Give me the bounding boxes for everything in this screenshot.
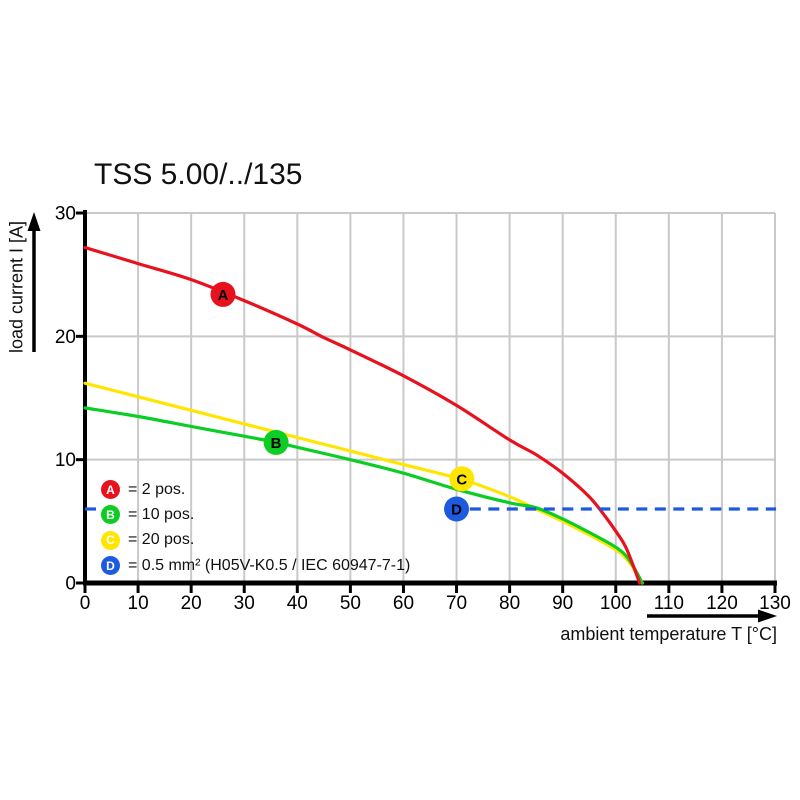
curve-marker-c-letter: C bbox=[456, 471, 467, 488]
legend-label-a: = 2 pos. bbox=[128, 480, 186, 498]
x-tick-label: 30 bbox=[234, 593, 255, 614]
legend-marker-a-letter: A bbox=[106, 482, 115, 497]
curve-marker-a-icon bbox=[210, 281, 236, 307]
legend-marker-b-letter: B bbox=[106, 507, 115, 522]
legend-marker-c-letter: C bbox=[106, 533, 115, 548]
x-tick-label: 60 bbox=[393, 593, 414, 614]
legend-label-d: = 0.5 mm² (H05V-K0.5 / IEC 60947-7-1) bbox=[128, 556, 411, 574]
x-tick-label: 100 bbox=[600, 593, 632, 614]
legend-marker-a-icon: A bbox=[101, 480, 120, 500]
x-tick-label: 110 bbox=[654, 593, 684, 614]
y-tick-label: 30 bbox=[55, 204, 76, 225]
legend-marker-d-icon: D bbox=[101, 556, 120, 576]
curve-marker-d-icon bbox=[444, 496, 470, 522]
x-tick-label: 130 bbox=[759, 593, 791, 614]
y-axis-arrowhead-icon bbox=[27, 212, 41, 231]
legend-item-d: D = 0.5 mm² (H05V-K0.5 / IEC 60947-7-1) bbox=[101, 553, 410, 578]
legend: A = 2 pos. B = 10 pos. C = 20 pos. D = 0… bbox=[101, 477, 410, 578]
x-tick-label: 10 bbox=[128, 593, 149, 614]
x-tick-label: 120 bbox=[706, 593, 738, 614]
legend-marker-b-icon: B bbox=[101, 505, 120, 525]
legend-label-b: = 10 pos. bbox=[128, 505, 195, 523]
legend-item-a: A = 2 pos. bbox=[101, 477, 410, 502]
legend-marker-d-letter: D bbox=[106, 558, 115, 573]
legend-label-c: = 20 pos. bbox=[128, 531, 195, 549]
y-tick-label: 10 bbox=[55, 450, 76, 471]
curve-marker-a-letter: A bbox=[218, 287, 229, 304]
chart-title: TSS 5.00/../135 bbox=[94, 158, 303, 191]
x-tick-label: 20 bbox=[181, 593, 202, 614]
y-tick-label: 20 bbox=[55, 327, 76, 348]
x-axis-arrowhead-icon bbox=[758, 609, 777, 623]
legend-marker-c-icon: C bbox=[101, 530, 120, 550]
x-axis-title: ambient temperature T [°C] bbox=[560, 624, 777, 644]
x-tick-label: 40 bbox=[287, 593, 308, 614]
curve-marker-b-icon bbox=[263, 429, 289, 455]
x-tick-label: 0 bbox=[80, 593, 91, 614]
x-tick-label: 70 bbox=[446, 593, 467, 614]
curve-marker-d-letter: D bbox=[451, 502, 462, 519]
y-tick-label: 0 bbox=[65, 574, 76, 595]
legend-item-c: C = 20 pos. bbox=[101, 528, 410, 553]
x-tick-label: 90 bbox=[552, 593, 573, 614]
y-axis-title: load current I [A] bbox=[6, 220, 27, 354]
curve-marker-b-letter: B bbox=[271, 435, 282, 452]
x-tick-label: 80 bbox=[499, 593, 520, 614]
curve-b bbox=[83, 406, 644, 585]
curve-marker-c-icon bbox=[449, 466, 475, 492]
x-tick-label: 50 bbox=[340, 593, 361, 614]
legend-item-b: B = 10 pos. bbox=[101, 502, 410, 527]
